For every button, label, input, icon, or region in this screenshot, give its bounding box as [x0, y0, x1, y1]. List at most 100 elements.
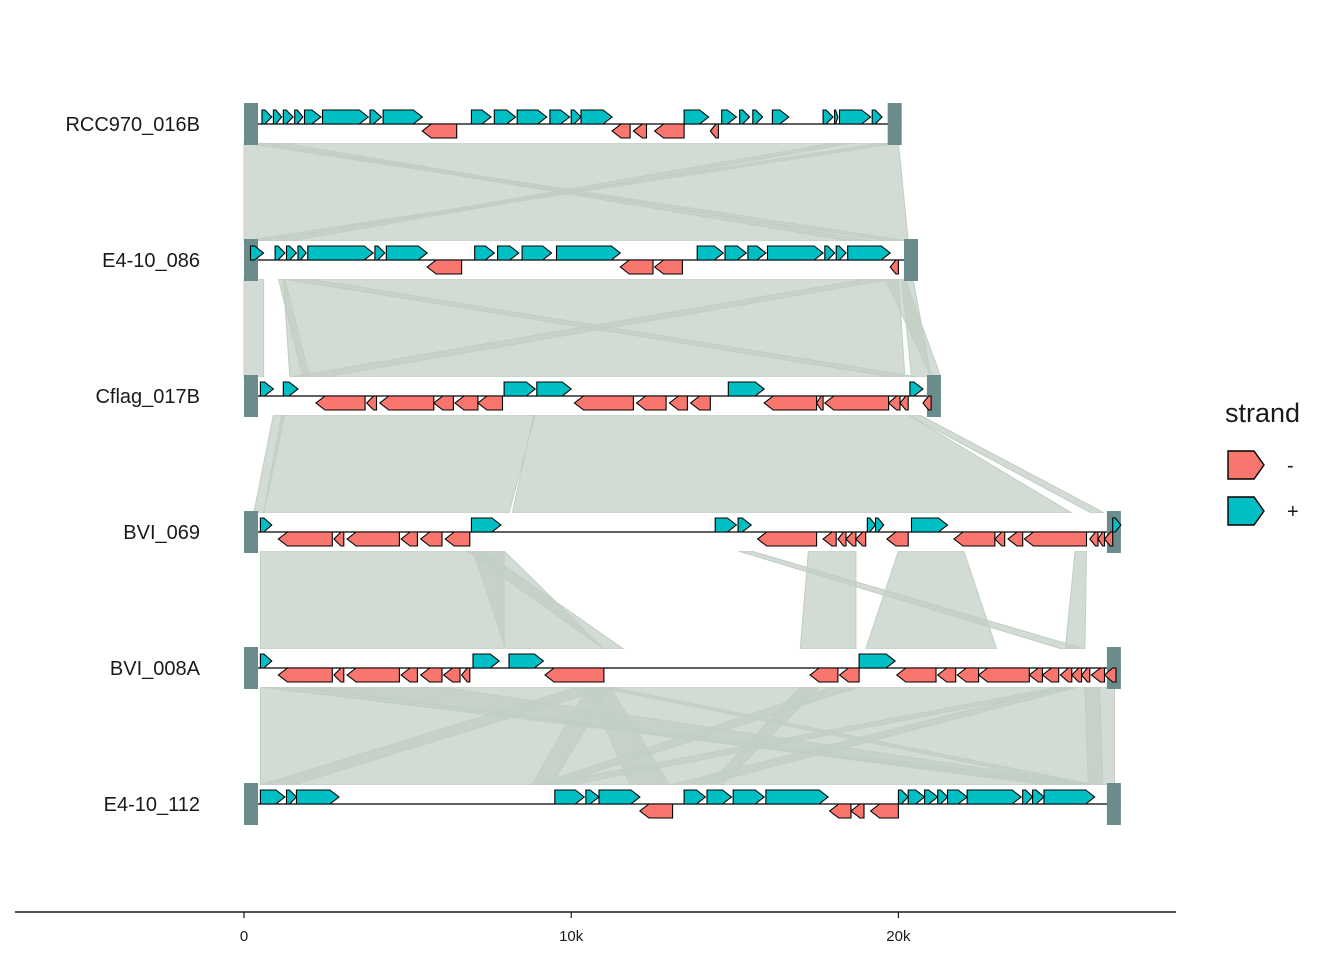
track-start-cap — [244, 783, 258, 825]
gene-plus — [282, 109, 294, 125]
sequence-label: BVI_008A — [110, 658, 201, 680]
gene-plus — [747, 245, 767, 261]
gene-minus — [837, 531, 847, 547]
gene-plus — [493, 109, 517, 125]
gene-minus — [1103, 531, 1114, 547]
track-start-cap — [244, 511, 258, 553]
gene-minus — [277, 531, 333, 547]
gene-plus — [508, 653, 545, 669]
gene-minus — [1097, 531, 1106, 547]
track-cflag_017b — [244, 375, 941, 417]
gene-plus — [909, 381, 924, 397]
gene-minus — [573, 395, 634, 411]
gene-minus — [1007, 531, 1024, 547]
gene-plus — [259, 381, 275, 397]
gene-minus — [828, 803, 852, 819]
gene-plus — [274, 245, 286, 261]
gene-minus — [426, 259, 463, 275]
gene-plus — [739, 109, 751, 125]
gene-minus — [460, 667, 471, 683]
legend-key-minus — [1227, 450, 1265, 480]
gene-minus — [838, 667, 860, 683]
gene-plus — [472, 653, 501, 669]
sequence-label: BVI_069 — [123, 522, 200, 544]
synteny-link — [511, 414, 1074, 514]
gene-plus — [570, 109, 582, 125]
gene-plus — [1112, 517, 1122, 533]
gene-plus — [294, 109, 304, 125]
sequence-label: E4-10_086 — [102, 250, 200, 272]
legend: strand - + — [1225, 398, 1300, 526]
gene-plus — [1043, 789, 1096, 805]
gene-plus — [724, 245, 748, 261]
gene-minus — [419, 667, 443, 683]
gene-plus — [598, 789, 641, 805]
gene-minus — [1059, 667, 1073, 683]
gene-plus — [497, 245, 520, 261]
gene-minus — [756, 531, 818, 547]
track-rcc970_016b — [244, 103, 902, 145]
gene-plus — [822, 109, 834, 125]
gene-plus — [737, 517, 753, 533]
gene-minus — [689, 395, 711, 411]
gene-plus — [295, 789, 340, 805]
gene-minus — [454, 395, 479, 411]
gene-plus — [474, 245, 496, 261]
gene-plus — [771, 109, 790, 125]
gene-minus — [1028, 667, 1043, 683]
x-tick-label: 0 — [240, 928, 248, 945]
x-tick-label: 10k — [559, 928, 584, 945]
gene-plus — [866, 517, 877, 533]
track-e4-10_086 — [244, 239, 919, 281]
sequence-labels: RCC970_016B E4-10_086 Cflag_017B BVI_069 BVI… — [65, 114, 200, 816]
track-start-cap — [244, 647, 258, 689]
gene-plus — [516, 109, 548, 125]
gene-minus — [922, 395, 932, 411]
gene-plus — [555, 245, 622, 261]
track-e4-10_112 — [244, 783, 1121, 825]
gene-minus — [346, 667, 400, 683]
gene-plus — [835, 245, 847, 261]
gene-plus — [470, 109, 492, 125]
gene-plus — [727, 381, 766, 397]
gene-plus — [907, 789, 926, 805]
gene-plus — [282, 381, 299, 397]
gene-minus — [1041, 667, 1060, 683]
gene-plus — [824, 245, 836, 261]
gene-minus — [709, 123, 719, 139]
gene-plus — [683, 109, 710, 125]
gene-plus — [321, 109, 370, 125]
gene-plus — [1032, 789, 1045, 805]
gene-minus — [442, 667, 461, 683]
gene-minus — [315, 395, 366, 411]
gene-plus — [307, 245, 375, 261]
gene-plus — [874, 517, 885, 533]
gene-plus — [924, 789, 939, 805]
gene-minus — [895, 667, 937, 683]
track-start-cap — [244, 103, 258, 145]
gene-plus — [580, 109, 613, 125]
gene-plus — [382, 109, 424, 125]
gene-plus — [838, 109, 872, 125]
gene-minus — [1089, 531, 1099, 547]
gene-minus — [936, 667, 957, 683]
gene-plus — [374, 245, 386, 261]
gene-minus — [477, 395, 504, 411]
gene-minus — [378, 395, 435, 411]
gene-minus — [956, 667, 980, 683]
gene-minus — [815, 395, 824, 411]
gene-plus — [470, 517, 502, 533]
gene-plus — [765, 789, 829, 805]
gene-plus — [259, 653, 273, 669]
gene-minus — [333, 531, 345, 547]
gene-plus — [549, 109, 571, 125]
gene-minus — [333, 667, 345, 683]
legend-label: + — [1287, 501, 1299, 523]
gene-minus — [1080, 667, 1091, 683]
gene-minus — [855, 531, 867, 547]
gene-minus — [763, 395, 818, 411]
gene-plus — [259, 517, 273, 533]
gene-minus — [544, 667, 605, 683]
gene-plus — [261, 109, 273, 125]
sequence-label: RCC970_016B — [65, 114, 200, 136]
